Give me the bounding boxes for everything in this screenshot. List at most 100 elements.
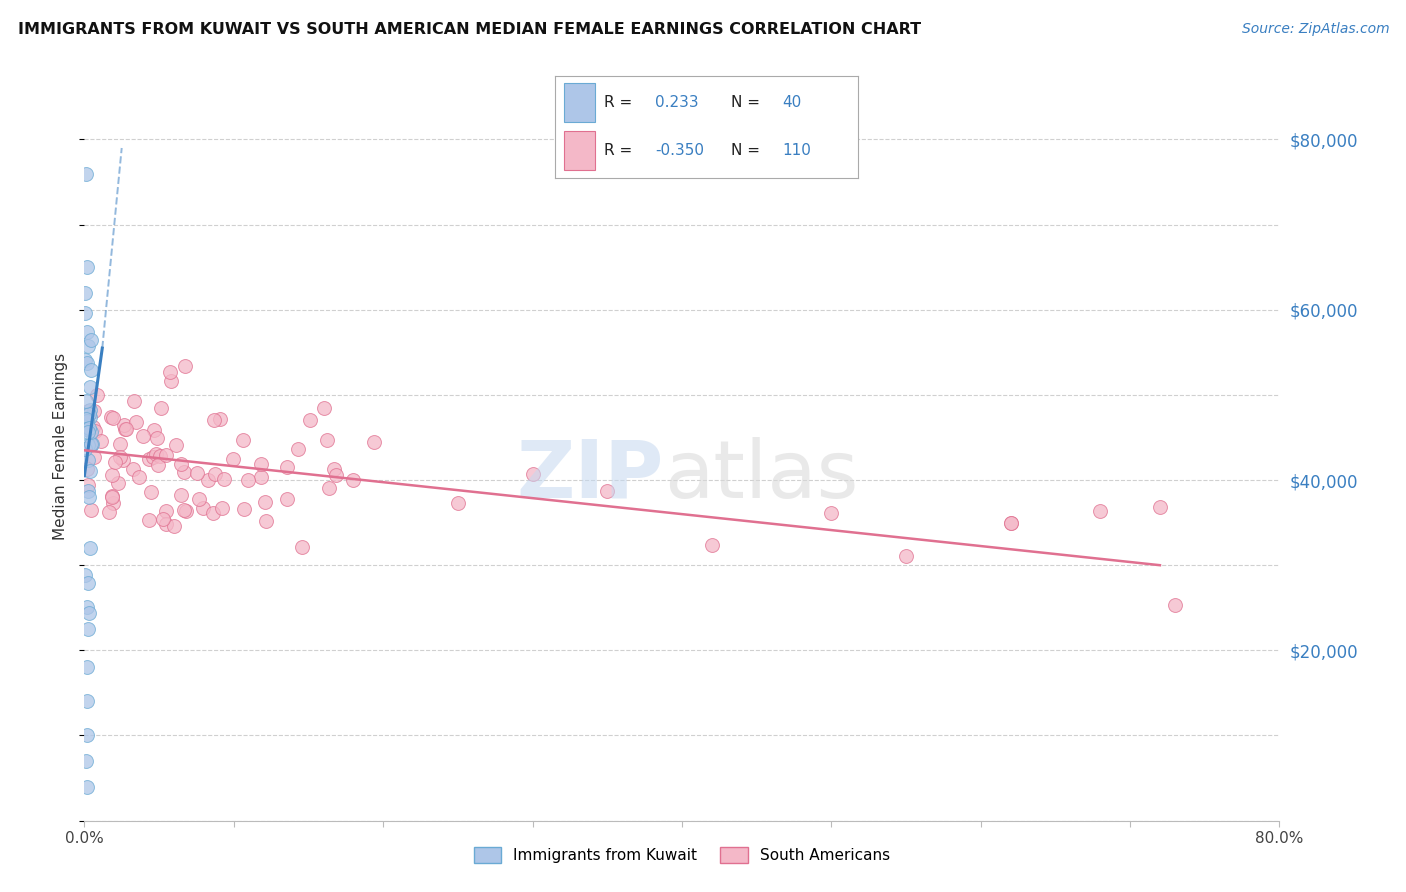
Point bbox=[132, 429, 155, 443]
Point bbox=[222, 451, 245, 466]
Point bbox=[276, 459, 298, 474]
Point bbox=[291, 541, 314, 555]
Point bbox=[114, 422, 136, 436]
Point bbox=[80, 436, 103, 450]
Point bbox=[101, 467, 124, 482]
Point bbox=[76, 575, 98, 590]
Point bbox=[211, 501, 233, 516]
Point bbox=[86, 388, 108, 402]
Text: R =: R = bbox=[603, 144, 631, 158]
Legend: Immigrants from Kuwait, South Americans: Immigrants from Kuwait, South Americans bbox=[468, 841, 896, 869]
Point bbox=[820, 506, 842, 520]
Point bbox=[83, 450, 105, 465]
Point bbox=[1000, 516, 1022, 531]
Point bbox=[298, 413, 321, 427]
Point bbox=[79, 380, 101, 394]
Point bbox=[209, 412, 232, 426]
Point bbox=[76, 414, 98, 428]
Point bbox=[1164, 598, 1187, 612]
Point bbox=[159, 365, 181, 379]
Point bbox=[201, 506, 224, 520]
Point bbox=[79, 438, 101, 452]
Point bbox=[149, 449, 172, 463]
Point bbox=[145, 447, 167, 461]
Point bbox=[174, 359, 197, 373]
Point bbox=[76, 483, 98, 498]
Point bbox=[197, 473, 219, 487]
Point bbox=[125, 415, 148, 429]
Point bbox=[186, 466, 208, 480]
Point bbox=[83, 404, 105, 418]
Bar bbox=[564, 131, 595, 170]
Point bbox=[80, 363, 103, 377]
Text: -0.350: -0.350 bbox=[655, 144, 704, 158]
Point bbox=[155, 448, 177, 462]
Point bbox=[103, 496, 125, 510]
Point bbox=[212, 471, 235, 485]
Point bbox=[363, 435, 385, 450]
Point bbox=[77, 425, 100, 439]
Point bbox=[191, 501, 214, 516]
Point bbox=[77, 491, 100, 505]
Point bbox=[80, 333, 103, 347]
Point bbox=[75, 167, 97, 181]
Point bbox=[249, 458, 271, 472]
Point bbox=[323, 461, 346, 475]
Point bbox=[173, 465, 195, 479]
Point bbox=[76, 260, 98, 275]
Point bbox=[894, 549, 917, 563]
Point bbox=[232, 502, 254, 516]
Y-axis label: Median Female Earnings: Median Female Earnings bbox=[53, 352, 69, 540]
Point bbox=[276, 491, 298, 506]
Point bbox=[79, 541, 101, 555]
Point bbox=[250, 470, 273, 484]
Point bbox=[73, 286, 96, 301]
Point bbox=[596, 484, 619, 499]
Point bbox=[77, 438, 100, 452]
Point bbox=[325, 467, 347, 482]
Point bbox=[169, 488, 191, 502]
Point bbox=[104, 455, 127, 469]
Point bbox=[77, 339, 100, 353]
Point bbox=[111, 453, 134, 467]
Point bbox=[163, 519, 186, 533]
Point bbox=[76, 780, 98, 794]
Point bbox=[342, 473, 364, 487]
Point bbox=[1149, 500, 1171, 515]
Point bbox=[169, 457, 191, 471]
Point bbox=[204, 467, 226, 481]
Text: 0.233: 0.233 bbox=[655, 95, 699, 110]
Point bbox=[202, 412, 225, 426]
Point bbox=[77, 607, 100, 621]
Point bbox=[138, 451, 160, 466]
Point bbox=[115, 422, 138, 436]
Point bbox=[76, 622, 98, 636]
Point bbox=[146, 431, 169, 445]
Point bbox=[79, 409, 101, 424]
Point bbox=[188, 492, 211, 507]
Point bbox=[122, 394, 145, 409]
Point bbox=[82, 420, 104, 434]
Point bbox=[165, 438, 187, 452]
Point bbox=[76, 694, 98, 708]
Point bbox=[77, 404, 100, 418]
Point bbox=[128, 470, 150, 484]
Point bbox=[122, 461, 145, 475]
Point bbox=[90, 434, 112, 449]
Point bbox=[77, 453, 100, 467]
Point bbox=[141, 484, 163, 499]
Point bbox=[76, 356, 98, 370]
Point bbox=[155, 503, 177, 517]
Point bbox=[108, 437, 131, 451]
Point bbox=[79, 403, 101, 417]
Point bbox=[522, 467, 544, 481]
Point bbox=[287, 442, 309, 457]
Point bbox=[101, 411, 124, 425]
Point bbox=[312, 401, 335, 415]
Point bbox=[75, 394, 97, 409]
Point bbox=[77, 407, 100, 421]
Point bbox=[100, 410, 122, 425]
Point bbox=[700, 538, 723, 552]
Point bbox=[101, 489, 124, 503]
Point bbox=[315, 433, 337, 447]
